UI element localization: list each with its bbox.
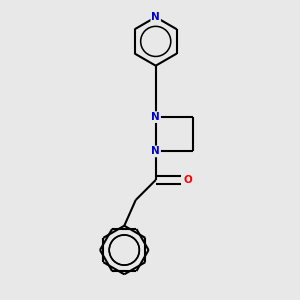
Text: N: N xyxy=(151,112,160,122)
Text: N: N xyxy=(151,146,160,156)
Text: O: O xyxy=(183,175,192,185)
Text: N: N xyxy=(151,12,160,22)
